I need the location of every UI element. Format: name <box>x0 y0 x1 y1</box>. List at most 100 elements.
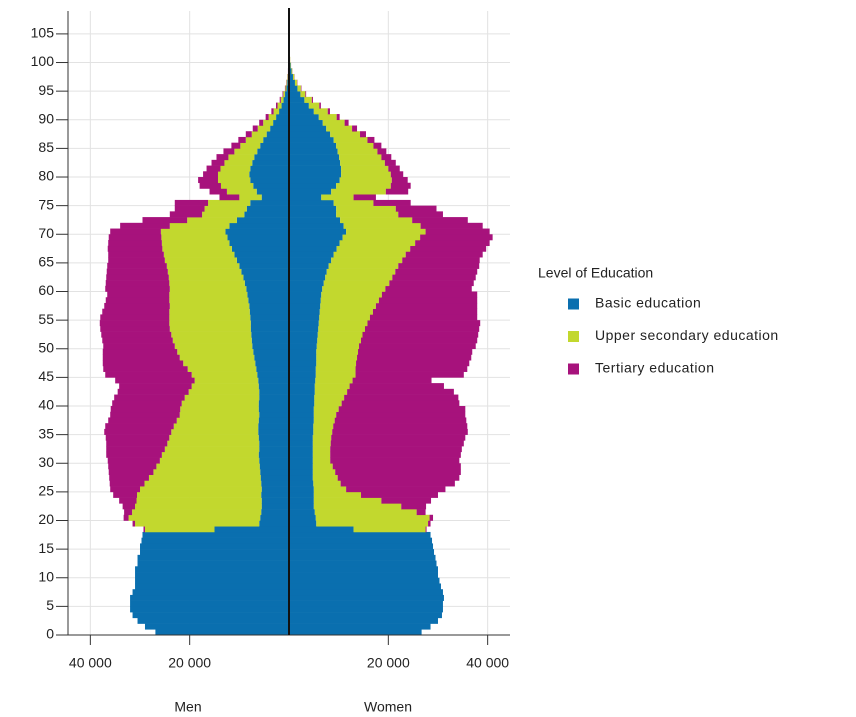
bar-segment <box>108 239 162 247</box>
bar-segment <box>330 446 462 453</box>
bar-segment <box>179 411 260 418</box>
bar-segment <box>336 114 340 121</box>
bar-segment <box>275 102 278 109</box>
y-tick-label: 90 <box>38 110 54 126</box>
bar-segment <box>109 474 149 481</box>
bar-segment <box>337 148 378 155</box>
bar-segment <box>289 606 443 613</box>
bar-segment <box>289 148 338 155</box>
bar-segment <box>333 136 368 143</box>
bar-segment <box>289 337 318 344</box>
y-tick-label: 25 <box>38 483 54 499</box>
bar-segment <box>314 394 345 401</box>
bar-segment <box>107 291 170 298</box>
bar-segment <box>289 343 317 350</box>
bar-segment <box>171 331 252 338</box>
bar-segment <box>289 245 337 252</box>
bar-segment <box>102 348 178 355</box>
bar-segment <box>279 108 289 115</box>
bar-segment <box>289 623 431 630</box>
y-tick-label: 35 <box>38 425 54 441</box>
bar-segment <box>330 440 464 447</box>
bar-segment <box>327 108 330 115</box>
bar-segment <box>144 526 215 533</box>
bar-segment <box>181 400 259 407</box>
bar-segment <box>321 291 382 298</box>
bar-segment <box>261 194 289 201</box>
bar-segment <box>319 102 321 109</box>
bar-segment <box>110 406 181 413</box>
bar-segment <box>174 205 205 212</box>
bar-segment <box>289 577 440 584</box>
bar-segment <box>304 96 312 103</box>
bar-segment <box>252 159 289 166</box>
bar-segment <box>289 228 347 235</box>
bar-segment <box>249 308 289 315</box>
bar-segment <box>313 491 362 498</box>
bar-segment <box>259 457 289 464</box>
bar-segment <box>117 388 189 395</box>
bar-segment <box>292 73 295 80</box>
bar-segment <box>102 360 184 367</box>
bar-segment <box>180 406 259 413</box>
bar-segment <box>174 343 253 350</box>
bar-segment <box>344 394 459 401</box>
bar-segment <box>289 617 438 624</box>
bar-segment <box>319 308 373 315</box>
bar-segment <box>289 73 293 80</box>
bar-segment <box>268 114 277 121</box>
bar-segment <box>163 251 235 258</box>
bar-segment <box>142 531 289 538</box>
bar-segment <box>289 274 326 281</box>
bar-segment <box>282 91 284 98</box>
bar-segment <box>313 480 341 487</box>
bar-segment <box>194 377 259 384</box>
y-tick-label: 80 <box>38 168 54 184</box>
bar-segment <box>289 360 317 367</box>
bar-segment <box>285 91 289 98</box>
bar-segment <box>108 417 177 424</box>
bar-segment <box>300 91 306 98</box>
bar-segment <box>320 302 376 309</box>
bar-segment <box>289 291 322 298</box>
bar-segment <box>279 96 281 103</box>
bar-segment <box>120 222 170 229</box>
y-tick-label: 55 <box>38 311 54 327</box>
bar-segment <box>353 526 426 533</box>
bar-segment <box>289 211 337 218</box>
bar-segment <box>289 217 341 224</box>
bar-segment <box>176 417 259 424</box>
bar-segment <box>338 406 466 413</box>
bar-segment <box>187 217 237 224</box>
bar-segment <box>234 251 289 258</box>
bar-segment <box>252 125 258 132</box>
bar-segment <box>289 331 318 338</box>
bar-segment <box>289 423 314 430</box>
bar-segment <box>289 348 317 355</box>
bar-segment <box>330 451 461 458</box>
bar-segment <box>289 239 340 247</box>
bar-segment <box>289 188 332 195</box>
y-tick-label: 30 <box>38 454 54 470</box>
bar-segment <box>289 79 295 86</box>
x-tick-label: 20 000 <box>168 655 211 671</box>
bar-segment <box>341 400 460 407</box>
bar-segment <box>313 428 333 435</box>
bar-segment <box>367 136 375 143</box>
bar-segment <box>420 234 493 241</box>
bar-segment <box>108 251 164 258</box>
bar-segment <box>261 509 289 516</box>
y-tick-label: 50 <box>38 339 54 355</box>
bar-segment <box>289 125 327 132</box>
bar-segment <box>257 125 271 132</box>
bar-segment <box>259 411 289 418</box>
bar-segment <box>312 434 332 441</box>
bar-segment <box>330 457 460 464</box>
bar-segment <box>289 417 314 424</box>
bar-segment <box>289 440 313 447</box>
bar-segment <box>206 165 221 172</box>
bar-segment <box>289 119 323 126</box>
bar-segment <box>336 245 411 252</box>
bar-segment <box>140 543 289 550</box>
